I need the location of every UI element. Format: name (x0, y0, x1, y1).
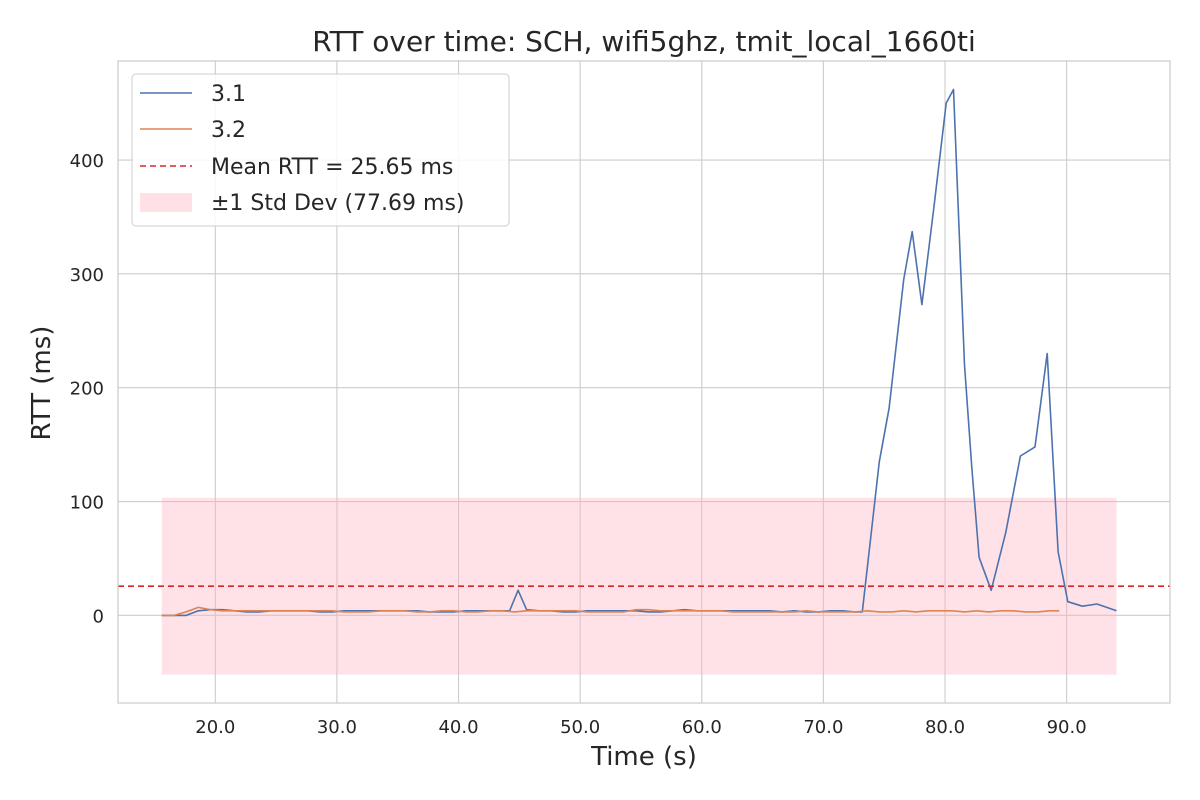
x-tick-label: 90.0 (1047, 717, 1087, 738)
x-tick-label: 20.0 (195, 717, 235, 738)
legend-label-std-band: ±1 Std Dev (77.69 ms) (211, 191, 465, 216)
series-line-2 (161, 606, 1060, 617)
legend-label-series-2: 3.2 (211, 118, 246, 143)
y-axis-label: RTT (ms) (27, 326, 57, 441)
y-tick-label: 300 (70, 265, 104, 286)
x-axis-label: Time (s) (590, 742, 697, 772)
legend-label-series-1: 3.1 (211, 82, 246, 107)
x-tick-label: 40.0 (438, 717, 478, 738)
series-line-1 (161, 88, 1117, 617)
y-tick-label: 200 (70, 379, 104, 400)
legend-label-mean: Mean RTT = 25.65 ms (211, 155, 453, 180)
y-tick-label: 0 (93, 606, 104, 627)
x-tick-labels: 20.0 30.0 40.0 50.0 60.0 70.0 80.0 90.0 (195, 717, 1086, 738)
series-layer (161, 88, 1117, 617)
x-tick-label: 70.0 (803, 717, 843, 738)
y-tick-labels: 0 100 200 300 400 (70, 151, 104, 627)
chart-title: RTT over time: SCH, wifi5ghz, tmit_local… (312, 25, 976, 58)
x-tick-label: 50.0 (560, 717, 600, 738)
plot-frame (117, 60, 1171, 704)
x-tick-label: 60.0 (682, 717, 722, 738)
y-tick-label: 100 (70, 493, 104, 514)
legend-swatch-std-band (140, 193, 192, 212)
x-tick-label: 80.0 (925, 717, 965, 738)
x-tick-label: 30.0 (317, 717, 357, 738)
y-tick-label: 400 (70, 151, 104, 172)
legend: 3.1 3.2 Mean RTT = 25.65 ms ±1 Std Dev (… (131, 73, 510, 227)
legend-box (131, 73, 510, 227)
